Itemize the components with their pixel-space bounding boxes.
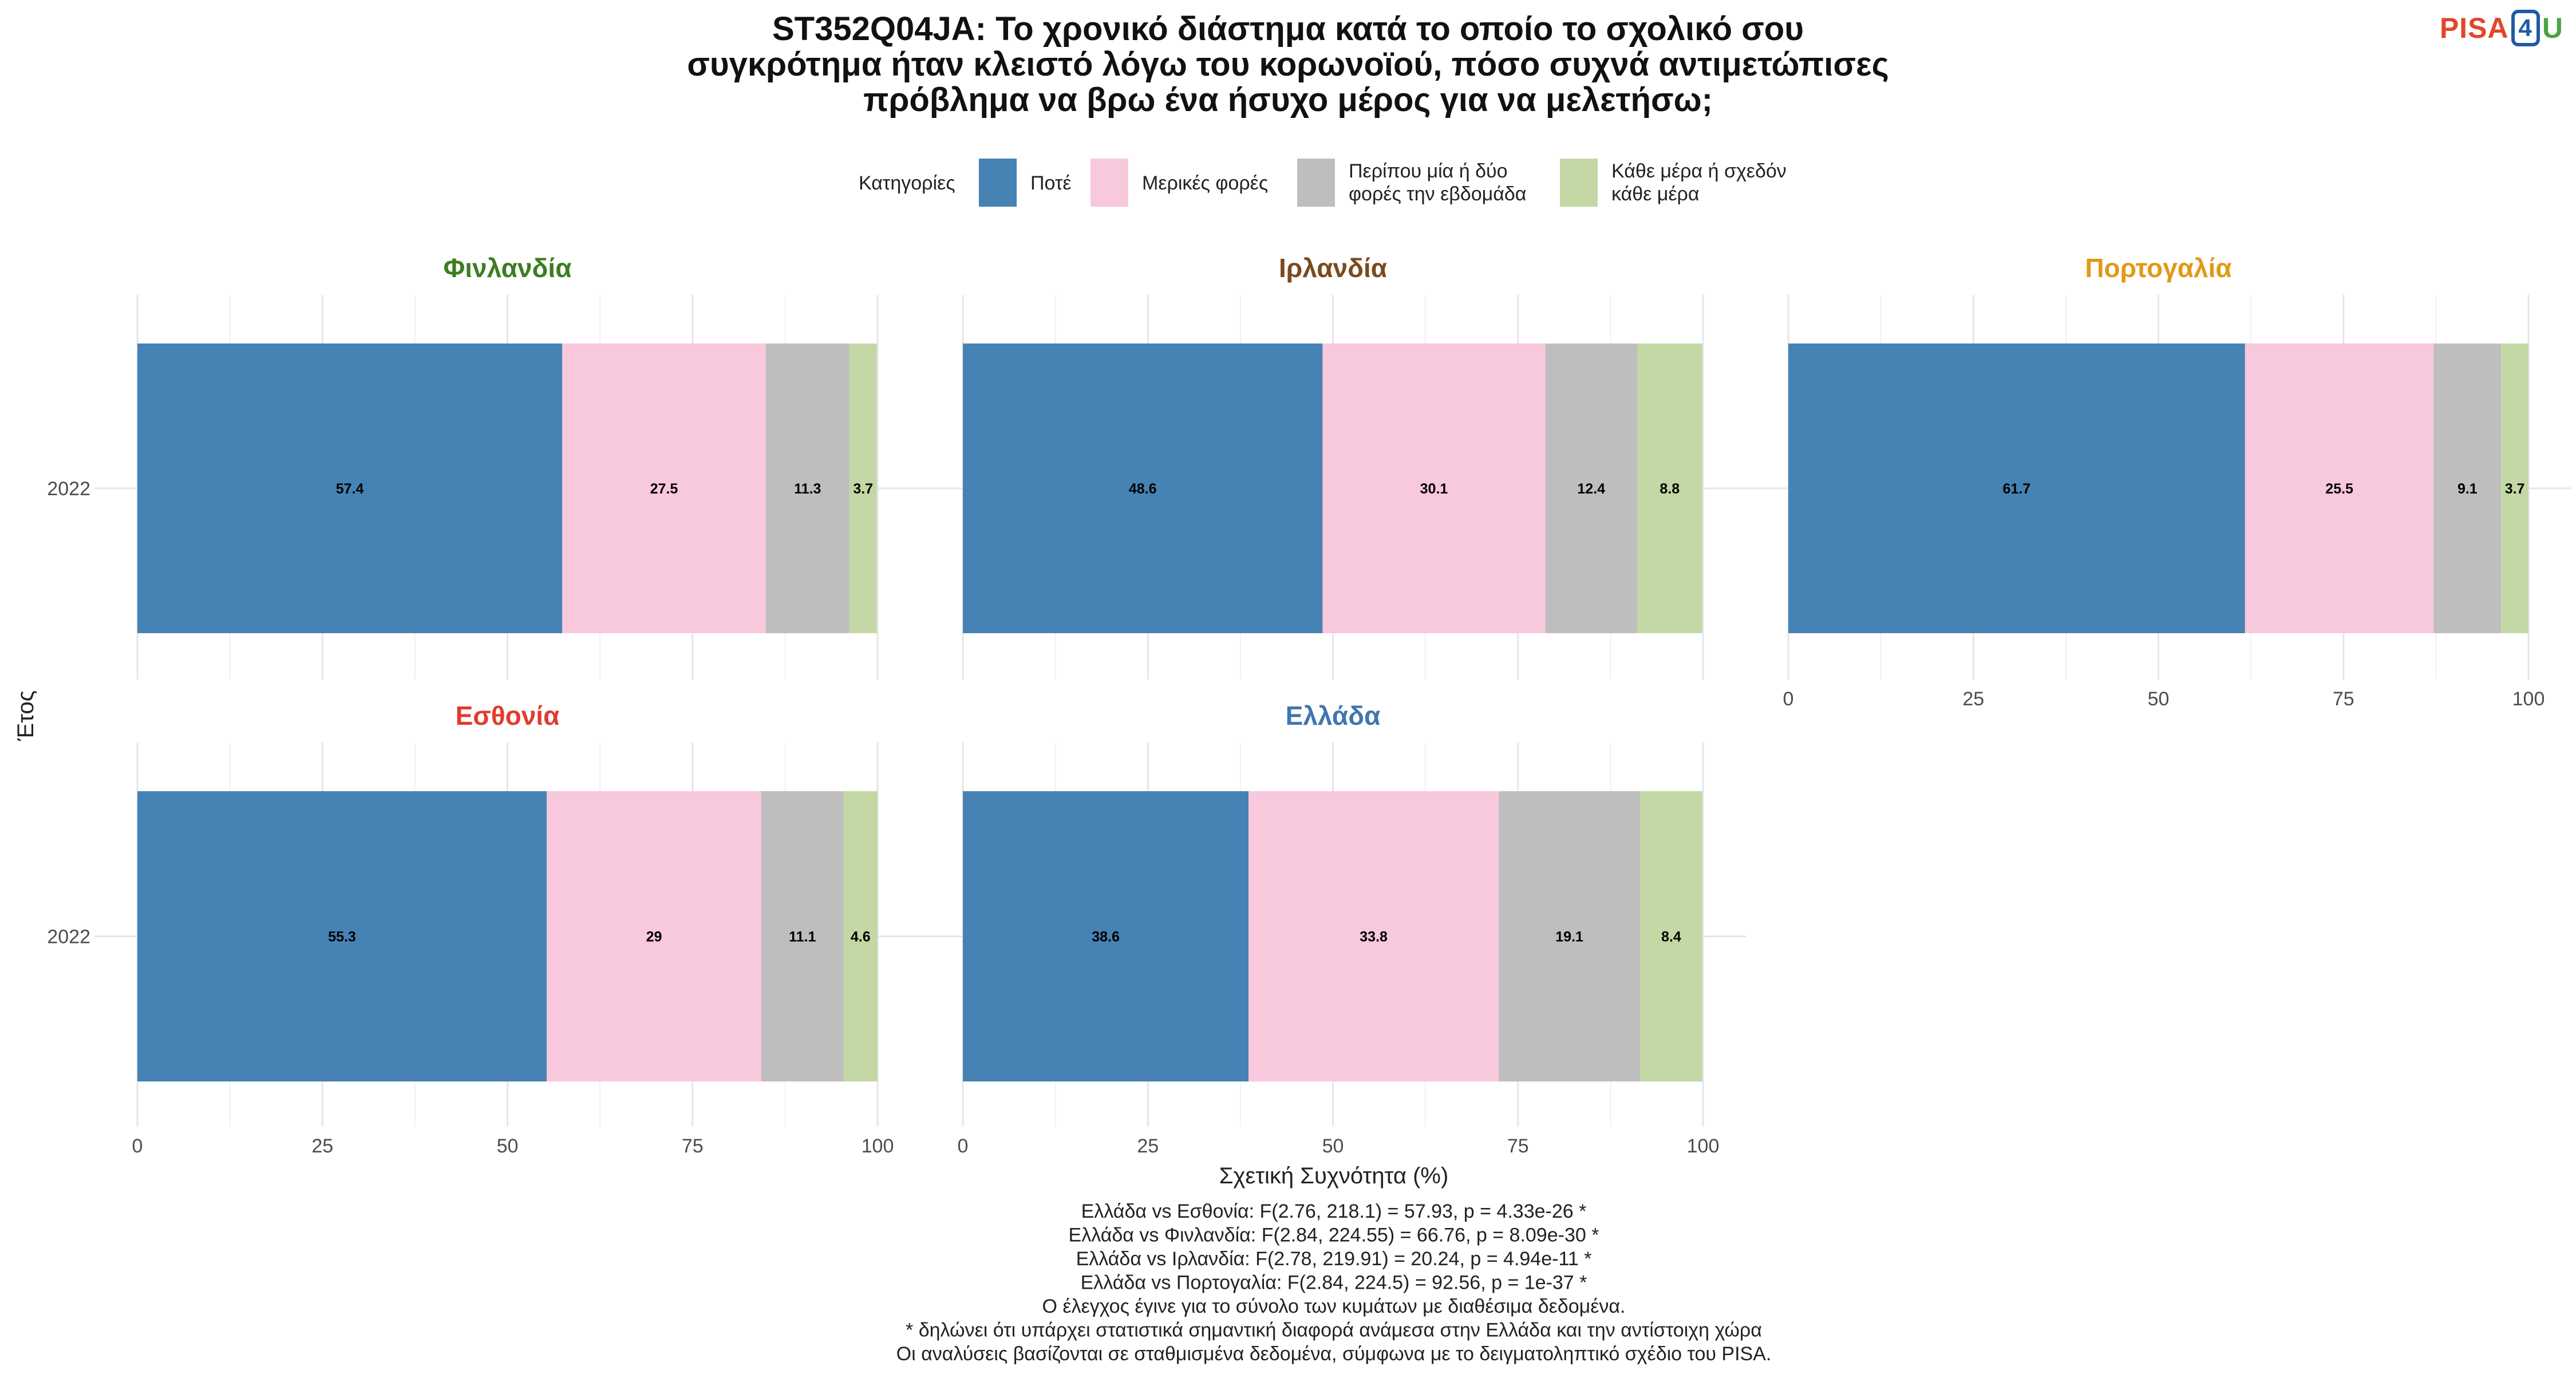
bar-value-label: 11.3: [794, 481, 821, 497]
legend-label: Κάθε μέρα ή σχεδόν: [1611, 160, 1787, 182]
legend-label: φορές την εβδομάδα: [1349, 183, 1526, 205]
x-tick-label: 25: [1962, 688, 1984, 710]
bar-segment: [1640, 791, 1702, 1081]
x-tick-label: 50: [497, 1135, 519, 1157]
x-tick-label: 25: [311, 1135, 333, 1157]
x-tick-label: 75: [682, 1135, 704, 1157]
bar-segment: [843, 791, 878, 1081]
bar-value-label: 55.3: [328, 929, 356, 945]
bar-segment: [2501, 344, 2528, 633]
caption-line: Ελλάδα vs Ιρλανδία: F(2.78, 219.91) = 20…: [1076, 1248, 1592, 1270]
bar-value-label: 48.6: [1129, 481, 1157, 497]
pisa4u-logo: PISA 4 U: [2440, 8, 2563, 48]
x-tick-label: 50: [2148, 688, 2170, 710]
x-tick-label: 0: [1783, 688, 1794, 710]
legend-title: Κατηγορίες: [859, 172, 955, 194]
x-tick-label: 100: [862, 1135, 894, 1157]
panel-title: Ελλάδα: [1286, 701, 1381, 731]
bar-value-label: 3.7: [853, 481, 873, 497]
panel-title: Πορτογαλία: [2085, 253, 2231, 283]
bar-segment: [1249, 791, 1499, 1081]
bar-value-label: 29: [646, 929, 662, 945]
bar-value-label: 30.1: [1420, 481, 1448, 497]
bar-value-label: 4.6: [851, 929, 871, 945]
caption-line: Ελλάδα vs Πορτογαλία: F(2.84, 224.5) = 9…: [1081, 1272, 1587, 1294]
caption-line: Οι αναλύσεις βασίζονται σε σταθμισμένα δ…: [896, 1343, 1772, 1365]
bar-value-label: 25.5: [2325, 481, 2353, 497]
bar-value-label: 3.7: [2505, 481, 2525, 497]
x-tick-label: 75: [2333, 688, 2354, 710]
bar-segment: [2433, 344, 2502, 633]
bar-value-label: 61.7: [2003, 481, 2031, 497]
chart-title-line: πρόβλημα να βρω ένα ήσυχο μέρος για να μ…: [863, 81, 1713, 119]
legend-label: Ποτέ: [1030, 172, 1072, 194]
bar-segment: [137, 344, 563, 633]
legend-label: Μερικές φορές: [1142, 172, 1268, 194]
x-tick-label: 0: [958, 1135, 969, 1157]
x-axis-title: Σχετική Συχνότητα (%): [1219, 1163, 1449, 1189]
bar-value-label: 11.1: [789, 929, 816, 945]
legend-label: κάθε μέρα: [1611, 183, 1700, 205]
y-tick-label: 2022: [47, 478, 90, 500]
bar-value-label: 38.6: [1092, 929, 1120, 945]
logo-four-text: 4: [2511, 10, 2540, 46]
bar-value-label: 9.1: [2458, 481, 2478, 497]
legend-key: [1297, 159, 1335, 207]
bar-segment: [1788, 344, 2245, 633]
caption-line: Ελλάδα vs Εσθονία: F(2.76, 218.1) = 57.9…: [1081, 1201, 1587, 1222]
bar-value-label: 19.1: [1555, 929, 1583, 945]
bar-segment: [1499, 791, 1641, 1081]
panel-title: Εσθονία: [456, 701, 560, 731]
caption-line: * δηλώνει ότι υπάρχει στατιστικά σημαντι…: [906, 1320, 1762, 1341]
x-tick-label: 50: [1322, 1135, 1344, 1157]
bar-segment: [547, 791, 761, 1081]
caption-line: Ελλάδα vs Φινλανδία: F(2.84, 224.55) = 6…: [1069, 1225, 1599, 1246]
logo-pisa-text: PISA: [2439, 12, 2509, 44]
chart-title-line: ST352Q04JA: Το χρονικό διάστημα κατά το …: [772, 10, 1804, 48]
y-axis-title: Έτος: [13, 690, 38, 741]
bar-value-label: 8.8: [1660, 481, 1680, 497]
caption-line: Ο έλεγχος έγινε για το σύνολο των κυμάτω…: [1042, 1296, 1626, 1317]
bar-segment: [765, 344, 850, 633]
legend-key: [1560, 159, 1598, 207]
bar-value-label: 12.4: [1577, 481, 1605, 497]
bar-segment: [963, 791, 1249, 1081]
bar-value-label: 8.4: [1661, 929, 1681, 945]
bar-segment: [1637, 344, 1702, 633]
y-tick-label: 2022: [47, 926, 90, 948]
bar-segment: [137, 791, 547, 1081]
panel-title: Ιρλανδία: [1279, 253, 1387, 283]
x-tick-label: 0: [132, 1135, 143, 1157]
bar-segment: [761, 791, 844, 1081]
logo-u-text: U: [2542, 12, 2563, 44]
chart-title-line: συγκρότημα ήταν κλειστό λόγω του κορωνοϊ…: [687, 46, 1889, 83]
x-tick-label: 100: [2512, 688, 2545, 710]
bar-segment: [963, 344, 1323, 633]
legend-label: Περίπου μία ή δύο: [1349, 160, 1508, 182]
bar-segment: [562, 344, 766, 633]
bar-segment: [2245, 344, 2434, 633]
bar-segment: [849, 344, 877, 633]
x-tick-label: 75: [1507, 1135, 1529, 1157]
x-tick-label: 100: [1687, 1135, 1720, 1157]
bar-value-label: 57.4: [336, 481, 364, 497]
bar-segment: [1322, 344, 1546, 633]
panel-title: Φινλανδία: [444, 253, 572, 283]
legend-key: [979, 159, 1017, 207]
bar-segment: [1545, 344, 1637, 633]
bar-value-label: 27.5: [650, 481, 678, 497]
bar-value-label: 33.8: [1360, 929, 1388, 945]
legend-key: [1091, 159, 1128, 207]
x-tick-label: 25: [1137, 1135, 1159, 1157]
